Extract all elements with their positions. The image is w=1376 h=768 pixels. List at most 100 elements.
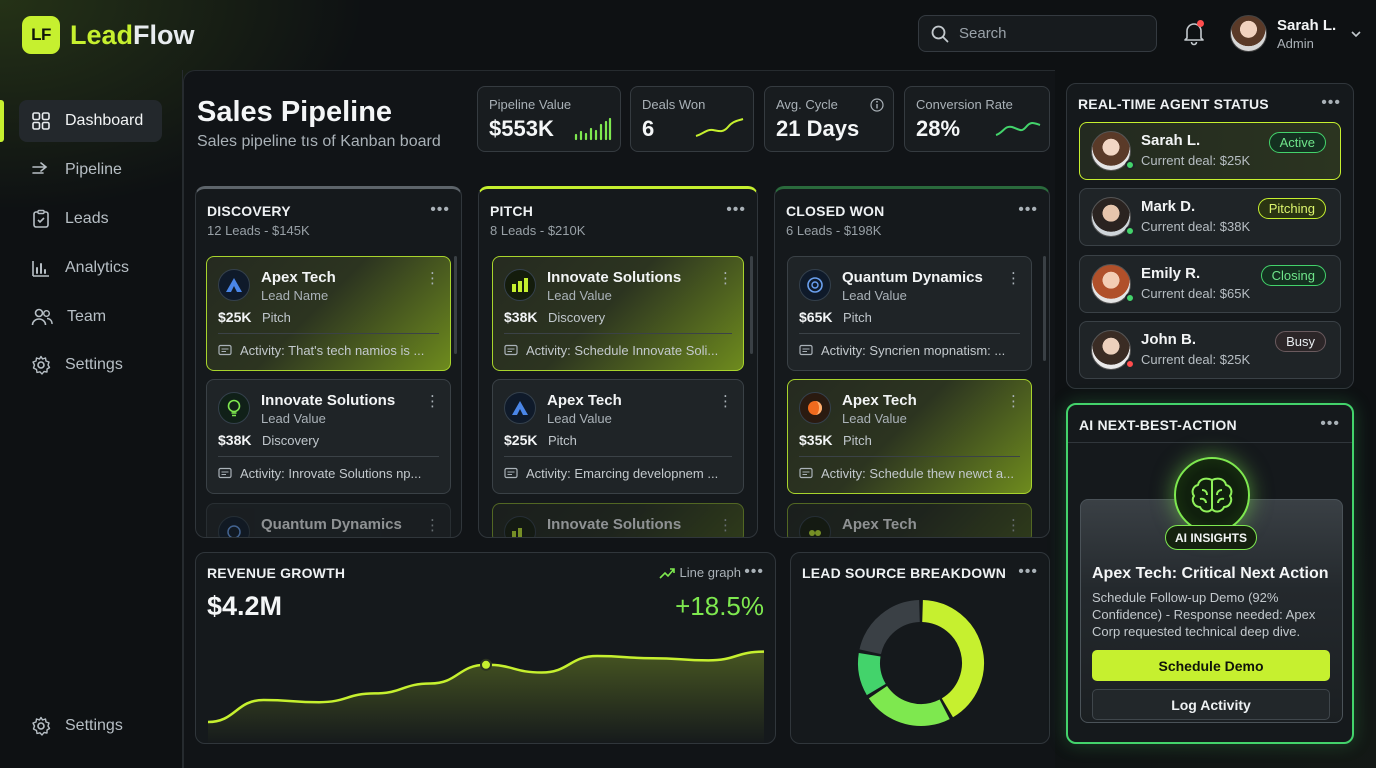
lead-amount: $35K <box>799 432 833 448</box>
kpi-label: Avg. Cycle <box>776 97 838 112</box>
agent-row[interactable]: Emily R. Current deal: $65K Closing <box>1079 255 1341 313</box>
revenue-value: $4.2M <box>207 591 283 621</box>
chat-icon <box>504 467 518 478</box>
more-icon[interactable]: ••• <box>1320 415 1340 432</box>
arrow-right-icon <box>32 162 48 174</box>
bars-logo-icon <box>504 269 536 301</box>
grid-icon <box>32 112 50 130</box>
bar-sparkline-icon <box>574 117 612 141</box>
lead-card[interactable]: Apex Tech ⋮ <box>787 503 1032 537</box>
status-dot <box>1125 226 1135 236</box>
sidebar-item-pipeline[interactable]: Pipeline <box>19 149 162 191</box>
lead-name: Apex Tech <box>547 392 622 409</box>
top-bar: LF LeadFlow Sarah L. Admin <box>0 0 1376 70</box>
kebab-menu-icon[interactable]: ⋮ <box>718 270 733 287</box>
revenue-change: +18.5% <box>675 591 764 621</box>
lead-activity: Activity: Syncrien mopnatism: ... <box>799 343 1021 358</box>
kebab-menu-icon[interactable]: ⋮ <box>718 393 733 410</box>
panel-title: LEAD SOURCE BREAKDOWN <box>802 565 1007 581</box>
search-input[interactable] <box>959 25 1139 42</box>
column-subtitle: 12 Leads - $145K <box>207 223 310 238</box>
kebab-menu-icon[interactable]: ⋮ <box>1006 393 1021 410</box>
lead-subtitle: Lead Value <box>842 411 907 426</box>
agent-row[interactable]: Mark D. Current deal: $38K Pitching <box>1079 188 1341 246</box>
lead-card[interactable]: Innovate Solutions Lead Value ⋮ $38K Dis… <box>206 379 451 494</box>
lead-subtitle: Lead Name <box>261 288 329 303</box>
more-icon[interactable]: ••• <box>726 201 746 218</box>
search-box[interactable] <box>918 15 1157 52</box>
status-badge: Pitching <box>1257 198 1326 219</box>
lead-card[interactable]: Apex Tech Lead Value ⋮ $35K Pitch Activi… <box>787 379 1032 494</box>
agent-row[interactable]: John B. Current deal: $25K Busy <box>1079 321 1341 379</box>
revenue-growth-panel: REVENUE GROWTH Line graph ••• $4.2M +18.… <box>195 552 776 744</box>
more-icon[interactable]: ••• <box>1018 563 1038 580</box>
column-scrollbar[interactable] <box>454 256 457 354</box>
info-icon[interactable] <box>870 98 884 112</box>
lead-name: Quantum Dynamics <box>842 269 983 286</box>
sidebar-item-analytics[interactable]: Analytics <box>19 247 162 289</box>
kebab-menu-icon[interactable]: ⋮ <box>1006 270 1021 287</box>
donut-slice-2[interactable] <box>858 653 886 696</box>
lead-amount: $25K <box>504 432 538 448</box>
user-name: Sarah L. <box>1277 16 1337 34</box>
page-title: Sales Pipeline <box>197 96 393 128</box>
agent-deal: Current deal: $65K <box>1141 286 1251 301</box>
user-menu[interactable]: Sarah L. Admin <box>1230 15 1362 52</box>
kebab-menu-icon[interactable]: ⋮ <box>425 517 440 534</box>
sidebar-item-leads[interactable]: Leads <box>19 198 162 240</box>
more-icon[interactable]: ••• <box>744 563 764 580</box>
divider <box>504 456 732 457</box>
logo[interactable]: LF LeadFlow <box>22 16 195 54</box>
lead-card[interactable]: Apex Tech Lead Value ⋮ $25K Pitch Activi… <box>492 379 744 494</box>
logo-text: LeadFlow <box>70 20 195 51</box>
more-icon[interactable]: ••• <box>1321 94 1341 111</box>
divider <box>799 456 1020 457</box>
chevron-down-icon <box>1351 30 1361 37</box>
kebab-menu-icon[interactable]: ⋮ <box>718 517 733 534</box>
schedule-demo-button[interactable]: Schedule Demo <box>1092 650 1330 681</box>
chat-icon <box>799 344 813 355</box>
more-icon[interactable]: ••• <box>430 201 450 218</box>
sidebar-item-team[interactable]: Team <box>19 296 162 338</box>
revenue-highlight-point[interactable] <box>480 658 492 671</box>
kebab-menu-icon[interactable]: ⋮ <box>425 393 440 410</box>
donut-slice-3[interactable] <box>859 600 921 655</box>
line-sparkline-icon <box>995 122 1041 136</box>
sidebar-item-dashboard[interactable]: Dashboard <box>19 100 162 142</box>
avatar <box>1091 197 1131 237</box>
ai-headline: Apex Tech: Critical Next Action <box>1092 565 1329 582</box>
agent-deal: Current deal: $25K <box>1141 153 1251 168</box>
users-icon <box>31 308 53 326</box>
orange-logo-icon <box>799 392 831 424</box>
lead-card[interactable]: Quantum Dynamics ⋮ <box>206 503 451 537</box>
line-graph-label: Line graph <box>679 565 741 580</box>
notifications-button[interactable] <box>1181 20 1207 46</box>
column-scrollbar[interactable] <box>1043 256 1046 361</box>
more-icon[interactable]: ••• <box>1018 201 1038 218</box>
notification-dot <box>1197 20 1204 27</box>
donut-slice-1[interactable] <box>868 685 950 726</box>
kpi-label: Pipeline Value <box>489 97 572 112</box>
column-title: CLOSED WON <box>786 203 885 219</box>
lead-card[interactable]: Quantum Dynamics Lead Value ⋮ $65K Pitch… <box>787 256 1032 371</box>
lead-amount: $65K <box>799 309 833 325</box>
lead-name: Apex Tech <box>261 269 336 286</box>
kebab-menu-icon[interactable]: ⋮ <box>425 270 440 287</box>
chat-icon <box>218 467 232 478</box>
lead-card[interactable]: Innovate Solutions ⋮ <box>492 503 744 537</box>
sidebar-item-bottom-settings[interactable]: Settings <box>19 705 162 747</box>
lead-card[interactable]: Innovate Solutions Lead Value ⋮ $38K Dis… <box>492 256 744 371</box>
agent-row[interactable]: Sarah L. Current deal: $25K Active <box>1079 122 1341 180</box>
column-scrollbar[interactable] <box>750 256 753 354</box>
lead-subtitle: Lead Value <box>261 411 326 426</box>
donut-slice-0[interactable] <box>921 600 984 718</box>
sidebar-item-settings[interactable]: Settings <box>19 344 162 386</box>
line-graph-toggle[interactable]: Line graph <box>658 565 741 580</box>
avatar <box>1230 15 1267 52</box>
sidebar-item-label: Settings <box>65 356 123 373</box>
lead-card[interactable]: Apex Tech Lead Name ⋮ $25K Pitch Activit… <box>206 256 451 371</box>
kebab-menu-icon[interactable]: ⋮ <box>1006 517 1021 534</box>
log-activity-button[interactable]: Log Activity <box>1092 689 1330 720</box>
agent-deal: Current deal: $38K <box>1141 219 1251 234</box>
lead-name: Apex Tech <box>842 392 917 409</box>
